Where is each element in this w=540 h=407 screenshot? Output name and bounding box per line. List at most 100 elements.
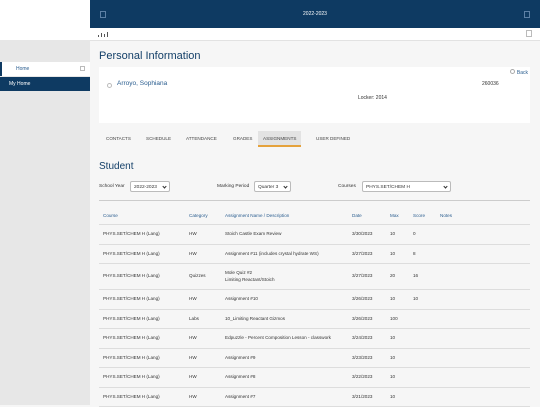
cell-text: 16 <box>413 273 419 279</box>
cell-score <box>409 309 436 329</box>
cell-course: PHYS.SET/CHEM H (Lang) <box>99 224 185 245</box>
cell-date: 3/26/2023 <box>348 289 386 310</box>
cell-name: Edpuzzle - Percent Composition Lesson - … <box>221 328 348 349</box>
table-row: PHYS.SET/CHEM H (Lang) HW Assignment #9 3/2… <box>99 348 530 368</box>
cell-text: PHYS.SET/CHEM H (Lang) <box>103 374 160 379</box>
cell-name: Assignment #11 (includes crystal hydrate… <box>221 244 348 264</box>
cell-text: PHYS.SET/CHEM H (Lang) <box>103 315 160 321</box>
cell-score: 8 <box>409 244 436 264</box>
cell-score <box>409 367 436 388</box>
cell-text: HW <box>189 335 197 340</box>
assignment-name: Stoich Castle Exam Review <box>225 231 282 236</box>
cell-date: 3/22/2023 <box>348 367 386 388</box>
cell-notes <box>436 224 530 245</box>
cell-text: 8 <box>413 250 416 256</box>
cell-text: HW <box>189 231 197 236</box>
sub-bar <box>90 28 540 41</box>
cell-text: 3/22/2023 <box>352 374 373 379</box>
nav-my-home[interactable]: My Home <box>0 77 90 91</box>
back-link[interactable]: Back <box>509 69 528 76</box>
cell-date: 3/26/2023 <box>348 309 386 329</box>
assignment-description: Limiting Reactant/Stoich <box>225 276 275 282</box>
cell-course: PHYS.SET/CHEM H (Lang) <box>99 309 185 329</box>
table-row: PHYS.SET/CHEM H (Lang) HW Assignment #11 (… <box>99 244 530 264</box>
column-header: Score <box>409 208 436 225</box>
nav-icon <box>80 66 85 71</box>
assignment-name: Assignment #7 <box>225 393 256 399</box>
cell-text: 10 <box>390 296 396 301</box>
cell-text: HW <box>189 354 197 360</box>
cell-date: 3/24/2023 <box>348 328 386 349</box>
cell-category: HW <box>185 289 221 310</box>
cell-text: 20 <box>390 273 396 279</box>
nav-home[interactable]: Home <box>0 62 90 76</box>
cell-course: PHYS.SET/CHEM H (Lang) <box>99 263 185 290</box>
filter-select[interactable]: PHYS.SET/CHEM H <box>362 181 451 192</box>
tab[interactable]: CONTACTS <box>106 136 131 141</box>
tab[interactable]: USER DEFINED <box>316 136 351 141</box>
filter-select[interactable]: 2022-2023 <box>130 181 170 192</box>
cell-score <box>409 348 436 368</box>
cell-notes <box>436 289 530 310</box>
column-header: Category <box>185 208 221 225</box>
cell-text: 0 <box>413 231 416 236</box>
cell-text: HW <box>189 374 197 379</box>
cell-notes <box>436 367 530 388</box>
column-header: Course <box>99 208 185 225</box>
cell-score: 16 <box>409 263 436 290</box>
filter-label: School Year <box>99 184 125 189</box>
cell-text: 10 <box>390 250 396 256</box>
cell-course: PHYS.SET/CHEM H (Lang) <box>99 367 185 388</box>
filter-label: Marking Period <box>217 184 250 189</box>
cell-date: 3/21/2023 <box>348 387 386 407</box>
table-row: PHYS.SET/CHEM H (Lang) HW Edpuzzle - Perce… <box>99 328 530 349</box>
locker-value: 2014 <box>375 95 387 101</box>
assignment-name: Mole Quiz #2 <box>225 270 253 275</box>
cell-course: PHYS.SET/CHEM H (Lang) <box>99 387 185 407</box>
page-title: Personal Information <box>99 50 201 62</box>
user-icon[interactable] <box>524 11 530 18</box>
cell-text: 3/26/2023 <box>352 315 373 321</box>
tab[interactable]: SCHEDULE <box>146 136 172 141</box>
locker-label: Locker: <box>358 95 375 101</box>
menu-icon[interactable] <box>100 11 106 18</box>
tab[interactable]: ASSIGNMENTS <box>258 131 302 147</box>
cell-text: HW <box>189 296 197 301</box>
tab[interactable]: ATTENDANCE <box>186 136 217 141</box>
cell-text: 10 <box>390 231 396 236</box>
cell-text: PHYS.SET/CHEM H (Lang) <box>103 250 160 256</box>
table-row: PHYS.SET/CHEM H (Lang) HW Assignment #10 3/… <box>99 289 530 310</box>
student-name: Arroyo, Sophiana <box>117 80 168 87</box>
cell-text: 3/26/2023 <box>352 296 373 301</box>
cell-text: 3/27/2023 <box>352 273 373 279</box>
cell-text: 100 <box>390 315 398 321</box>
cell-text: Quizzes <box>189 273 206 279</box>
nav-label: My Home <box>9 81 31 87</box>
assignments-table: Course Category Assignment Name / Descript… <box>99 208 530 407</box>
cell-notes <box>436 348 530 368</box>
cell-category: HW <box>185 224 221 245</box>
cell-max: 20 <box>386 263 409 290</box>
tab[interactable]: GRADES <box>233 136 253 141</box>
top-bar: 2022-2023 <box>90 0 540 28</box>
cell-max: 10 <box>386 387 409 407</box>
cell-category: HW <box>185 367 221 388</box>
name-icon <box>107 83 112 88</box>
term: 2022-2023 <box>303 11 327 17</box>
cell-name: Assignment #9 <box>221 348 348 368</box>
cell-score: 0 <box>409 224 436 245</box>
cell-text: PHYS.SET/CHEM H (Lang) <box>103 335 160 340</box>
cell-max: 10 <box>386 289 409 310</box>
cell-max: 10 <box>386 367 409 388</box>
filter-select[interactable]: Quarter 3 <box>254 181 291 192</box>
cell-text: HW <box>189 393 197 399</box>
expand-icon[interactable] <box>526 30 532 37</box>
cell-category: Quizzes <box>185 263 221 290</box>
cell-name: Stoich Castle Exam Review <box>221 224 348 245</box>
cell-category: HW <box>185 328 221 349</box>
cell-max: 10 <box>386 348 409 368</box>
cell-name: Assignment #10 <box>221 289 348 310</box>
assignment-name: Assignment #9 <box>225 354 256 360</box>
cell-date: 3/27/2023 <box>348 263 386 290</box>
